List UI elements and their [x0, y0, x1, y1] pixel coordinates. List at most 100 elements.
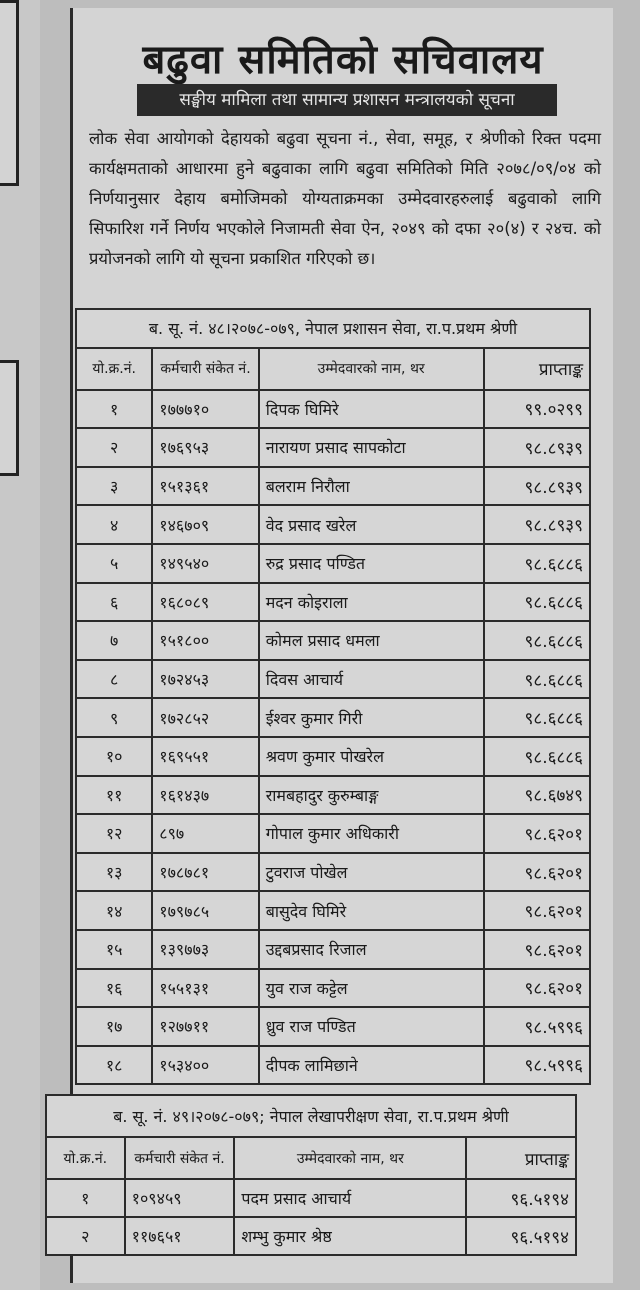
table-row: ११ १६१४३७ रामबहादुर कुरुम्बाङ्ग ९८.६७४९	[74, 774, 592, 816]
employee-code-cell: १५१८००	[151, 620, 260, 661]
name-cell: शम्भु कुमार श्रेष्ठ	[233, 1216, 468, 1256]
score-cell: ९८.६८८६	[482, 735, 592, 777]
serial-cell: ५	[74, 542, 154, 584]
score-cell: ९८.६२०१	[482, 967, 592, 1009]
table-row: १५ १३९७७३ उद्दबप्रसाद रिजाल ९८.६२०१	[74, 928, 592, 970]
name-cell: रामबहादुर कुरुम्बाङ्ग	[257, 774, 485, 816]
serial-cell: ८	[74, 658, 154, 700]
name-cell: ध्रुव राज पण्डित	[257, 1006, 485, 1047]
serial-cell: १२	[74, 813, 154, 854]
serial-cell: १	[74, 388, 154, 430]
employee-code-cell: १७६९५३	[151, 427, 260, 468]
employee-code-cell: १५५१३१	[151, 967, 260, 1009]
score-cell: ९८.८९३९	[482, 504, 592, 545]
table-row: १ १०९४५९ पदम प्रसाद आचार्य ९६.५१९४	[45, 1178, 577, 1218]
employee-code-cell: १७७७१०	[151, 388, 260, 430]
table-row: २ १७६९५३ नारायण प्रसाद सापकोटा ९८.८९३९	[74, 427, 592, 468]
score-cell: ९८.६८८६	[482, 620, 592, 661]
name-cell: ईश्वर कुमार गिरी	[257, 697, 485, 738]
table-row: १२ ८९७ गोपाल कुमार अधिकारी ९८.६२०१	[74, 813, 592, 854]
employee-code-cell: ८९७	[151, 813, 260, 854]
table-row: १७ १२७७११ ध्रुव राज पण्डित ९८.५९९६	[74, 1006, 592, 1047]
name-cell: दिवस आचार्य	[257, 658, 485, 700]
employee-code-cell: ११७६५१	[123, 1216, 236, 1256]
name-cell: कोमल प्रसाद धमला	[257, 620, 485, 661]
col-header-name: उम्मेदवारको नाम, थर	[257, 346, 485, 391]
score-cell: ९८.८९३९	[482, 465, 592, 507]
adjacent-box	[0, 360, 19, 476]
score-cell: ९८.६८८६	[482, 697, 592, 738]
serial-cell: २	[45, 1216, 126, 1256]
col-header-serial: यो.क्र.नं.	[45, 1136, 126, 1180]
name-cell: बलराम निरौला	[257, 465, 485, 507]
serial-cell: १४	[74, 890, 154, 931]
name-cell: टुवराज पोखेल	[257, 851, 485, 893]
employee-code-cell: १७९७८५	[151, 890, 260, 931]
score-cell: ९६.५१९४	[465, 1216, 577, 1256]
score-cell: ९८.६८८६	[482, 581, 592, 623]
serial-cell: १५	[74, 928, 154, 970]
score-cell: ९८.६८८६	[482, 658, 592, 700]
name-cell: पदम प्रसाद आचार्य	[233, 1178, 468, 1218]
employee-code-cell: १०९४५९	[123, 1178, 236, 1218]
serial-cell: १६	[74, 967, 154, 1009]
adjacent-column	[0, 0, 40, 1290]
serial-cell: ६	[74, 581, 154, 623]
serial-cell: ३	[74, 465, 154, 507]
name-cell: नारायण प्रसाद सापकोटा	[257, 427, 485, 468]
table-row: ५ १४९५४० रुद्र प्रसाद पण्डित ९८.६८८६	[74, 542, 592, 584]
serial-cell: १३	[74, 851, 154, 893]
col-header-employee-code: कर्मचारी संकेत नं.	[151, 346, 260, 391]
score-cell: ९६.५१९४	[465, 1178, 577, 1218]
table-row: १ १७७७१० दिपक घिमिरे ९९.०२९९	[74, 388, 592, 430]
table-row: ३ १५१३६१ बलराम निरौला ९८.८९३९	[74, 465, 592, 507]
name-cell: युव राज कट्टेल	[257, 967, 485, 1009]
serial-cell: १०	[74, 735, 154, 777]
table-caption: ब. सू. नं. ४८।२०७८-०७९, नेपाल प्रशासन से…	[75, 308, 591, 349]
table-row: ६ १६८०८९ मदन कोइराला ९८.६८८६	[74, 581, 592, 623]
name-cell: मदन कोइराला	[257, 581, 485, 623]
col-header-score: प्राप्ताङ्क	[465, 1136, 577, 1180]
employee-code-cell: १५१३६१	[151, 465, 260, 507]
score-cell: ९८.६२०१	[482, 890, 592, 931]
score-cell: ९८.६२०१	[482, 851, 592, 893]
table-row: ८ १७२४५३ दिवस आचार्य ९८.६८८६	[74, 658, 592, 700]
score-cell: ९८.६८८६	[482, 542, 592, 584]
score-cell: ९८.५९९६	[482, 1044, 592, 1086]
name-cell: बासुदेव घिमिरे	[257, 890, 485, 931]
employee-code-cell: १५३४००	[151, 1044, 260, 1086]
serial-cell: १७	[74, 1006, 154, 1047]
employee-code-cell: १२७७११	[151, 1006, 260, 1047]
employee-code-cell: १७२८५२	[151, 697, 260, 738]
serial-cell: ७	[74, 620, 154, 661]
col-header-score: प्राप्ताङ्क	[482, 346, 592, 391]
name-cell: वेद प्रसाद खरेल	[257, 504, 485, 545]
employee-code-cell: १४६७०९	[151, 504, 260, 545]
serial-cell: ४	[74, 504, 154, 545]
employee-code-cell: १६१४३७	[151, 774, 260, 816]
col-header-employee-code: कर्मचारी संकेत नं.	[123, 1136, 236, 1180]
employee-code-cell: १७८७८१	[151, 851, 260, 893]
serial-cell: ९	[74, 697, 154, 738]
name-cell: श्रवण कुमार पोखरेल	[257, 735, 485, 777]
name-cell: गोपाल कुमार अधिकारी	[257, 813, 485, 854]
name-cell: दीपक लामिछाने	[257, 1044, 485, 1086]
employee-code-cell: १६९५५१	[151, 735, 260, 777]
name-cell: दिपक घिमिरे	[257, 388, 485, 430]
score-cell: ९८.५९९६	[482, 1006, 592, 1047]
score-cell: ९८.८९३९	[482, 427, 592, 468]
table-row: ९ १७२८५२ ईश्वर कुमार गिरी ९८.६८८६	[74, 697, 592, 738]
name-cell: उद्दबप्रसाद रिजाल	[257, 928, 485, 970]
serial-cell: ११	[74, 774, 154, 816]
employee-code-cell: १७२४५३	[151, 658, 260, 700]
serial-cell: २	[74, 427, 154, 468]
table-caption: ब. सू. नं. ४९।२०७८-०७९; नेपाल लेखापरीक्ष…	[45, 1094, 577, 1138]
employee-code-cell: १६८०८९	[151, 581, 260, 623]
serial-cell: १८	[74, 1044, 154, 1086]
notice-body: लोक सेवा आयोगको देहायको बढुवा सूचना नं.,…	[89, 129, 601, 268]
serial-cell: १	[45, 1178, 126, 1218]
score-cell: ९८.६२०१	[482, 813, 592, 854]
table-row: ४ १४६७०९ वेद प्रसाद खरेल ९८.८९३९	[74, 504, 592, 545]
table-row: ७ १५१८०० कोमल प्रसाद धमला ९८.६८८६	[74, 620, 592, 661]
employee-code-cell: १३९७७३	[151, 928, 260, 970]
